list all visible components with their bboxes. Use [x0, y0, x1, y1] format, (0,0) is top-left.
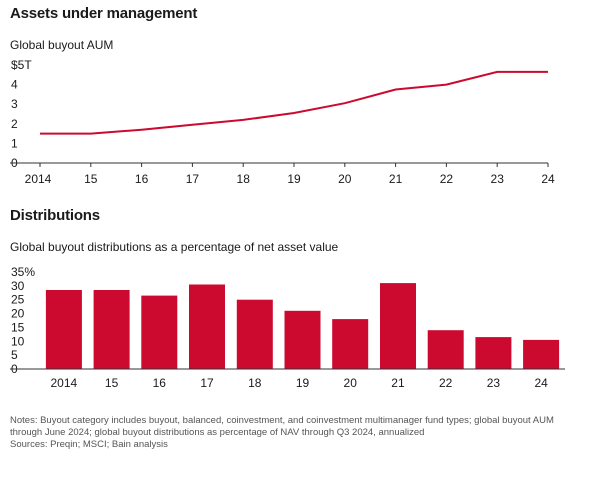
aum-y-tick-label: 1 [11, 136, 18, 150]
aum-x-tick-label: 19 [287, 172, 301, 186]
aum-x-tick-label: 17 [186, 172, 200, 186]
distributions-bar [189, 284, 225, 369]
distributions-y-tick-label: 15 [11, 320, 25, 334]
distributions-bar [93, 290, 130, 369]
distributions-x-tick-label: 16 [153, 376, 167, 390]
aum-series-line [40, 70, 548, 135]
aum-x-tick-label: 20 [338, 172, 352, 186]
distributions-x-tick-label: 2014 [51, 376, 78, 390]
aum-y-tick-label: 3 [11, 97, 18, 111]
distributions-y-tick-label: 30 [11, 279, 25, 293]
distributions-y-tick-label: 5 [11, 348, 18, 362]
aum-x-tick-label: 23 [491, 172, 505, 186]
distributions-bar [475, 337, 512, 369]
distributions-y-tick-label: 10 [11, 334, 25, 348]
aum-x-tick-label: 21 [389, 172, 403, 186]
distributions-bar [45, 290, 82, 369]
distributions-y-tick-label: 25 [11, 293, 25, 307]
notes-text: Notes: Buyout category includes buyout, … [10, 415, 554, 438]
aum-x-tick-label: 24 [541, 172, 555, 186]
distributions-bar [523, 339, 560, 369]
distributions-bar [332, 319, 369, 369]
distributions-x-tick-label: 21 [391, 376, 405, 390]
sources-text: Sources: Preqin; MSCI; Bain analysis [10, 439, 168, 450]
distributions-x-tick-label: 22 [439, 376, 453, 390]
distributions-x-tick-label: 18 [248, 376, 262, 390]
distributions-bar [141, 295, 178, 369]
distributions-bar [427, 330, 464, 369]
distributions-x-tick-label: 20 [344, 376, 358, 390]
distributions-x-tick-label: 17 [200, 376, 214, 390]
aum-subtitle: Global buyout AUM [10, 38, 114, 52]
distributions-bar [236, 299, 273, 369]
aum-x-tick-label: 16 [135, 172, 149, 186]
distributions-x-tick-label: 15 [105, 376, 119, 390]
aum-y-tick-label: $5T [11, 58, 32, 72]
aum-x-tick-label: 15 [84, 172, 98, 186]
distributions-x-tick-label: 19 [296, 376, 310, 390]
distributions-y-tick-label: 35% [11, 265, 35, 279]
distributions-y-tick-label: 20 [11, 307, 25, 321]
distributions-title: Distributions [10, 207, 100, 224]
aum-title: Assets under management [10, 5, 198, 22]
chart-notes: Notes: Buyout category includes buyout, … [10, 415, 580, 451]
aum-y-tick-label: 2 [11, 117, 18, 131]
distributions-x-tick-label: 23 [487, 376, 501, 390]
aum-y-tick-label: 4 [11, 78, 18, 92]
aum-x-tick-label: 18 [237, 172, 251, 186]
distributions-bar [284, 310, 321, 369]
distributions-subtitle: Global buyout distributions as a percent… [10, 240, 339, 254]
distributions-x-tick-label: 24 [534, 376, 548, 390]
distributions-bar [380, 283, 416, 369]
aum-x-tick-label: 2014 [25, 172, 52, 186]
aum-x-tick-label: 22 [440, 172, 454, 186]
